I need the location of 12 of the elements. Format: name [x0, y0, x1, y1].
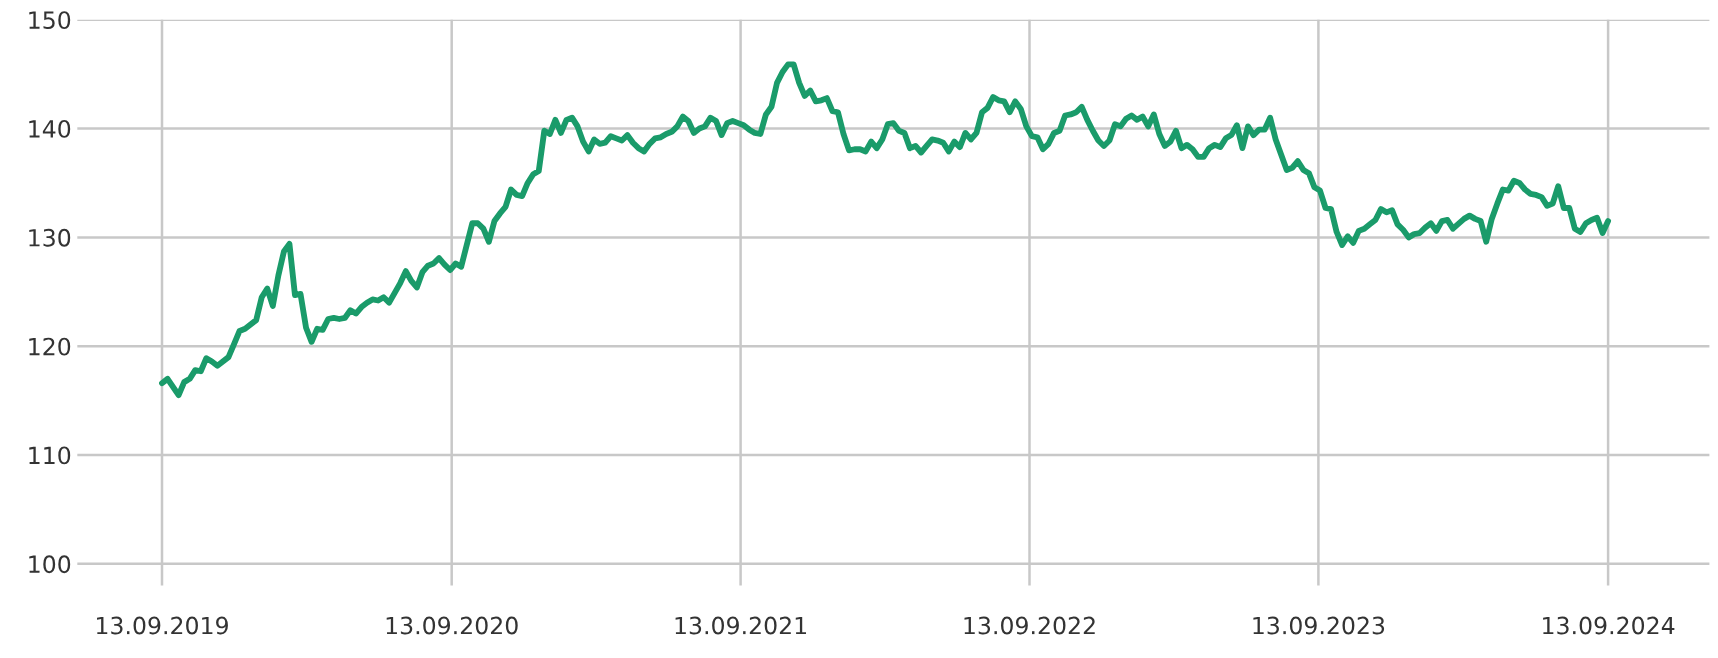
y-tick-label: 140 [29, 120, 71, 138]
x-tick-label: 13.09.2019 [97, 616, 228, 635]
y-tick-label: 150 [29, 11, 71, 30]
y-tick-label: 110 [29, 446, 71, 465]
y-tick-label: 130 [29, 228, 71, 247]
x-tick-label: 13.09.2023 [1253, 616, 1385, 635]
x-tick-label: 13.09.2022 [964, 616, 1095, 635]
y-tick-label: 120 [29, 337, 71, 356]
x-tick-label: 13.09.2021 [675, 616, 807, 635]
x-tick-label: 13.09.2024 [1543, 616, 1675, 635]
x-tick-label: 13.09.2020 [386, 616, 518, 635]
y-tick-label: 100 [29, 555, 71, 574]
